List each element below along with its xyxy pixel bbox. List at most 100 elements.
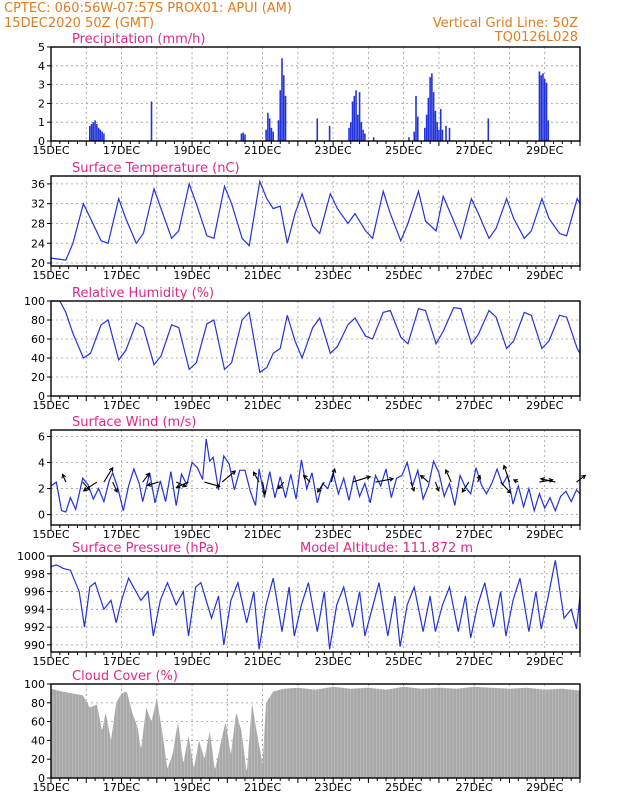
precip-bar	[277, 120, 280, 141]
rh-xtick-label: 27DEC	[456, 399, 493, 412]
precip-bar	[543, 78, 546, 141]
wind-arrow-shaft	[277, 481, 285, 490]
precip-bar	[316, 118, 319, 141]
precip-bar	[282, 75, 285, 141]
temp-series-line	[50, 179, 581, 261]
pres-note: Model Altitude: 111.872 m	[300, 541, 473, 556]
precip-bar	[268, 118, 271, 141]
temp-ytick-label: 20	[31, 257, 45, 270]
wind-xtick-label: 27DEC	[456, 528, 493, 541]
wind-arrow	[502, 464, 510, 483]
wind-ytick-label: 4	[38, 457, 45, 470]
wind-arrow-shaft	[410, 481, 415, 492]
precip-bar	[92, 122, 95, 141]
wind-arrow-shaft	[176, 481, 189, 489]
temp-ytick-label: 24	[31, 237, 45, 250]
wind-arrow	[317, 481, 325, 493]
wind-arrow-shaft	[103, 467, 114, 483]
temp-xtick-label: 21DEC	[244, 269, 281, 282]
temp-xtick-label: 19DEC	[174, 269, 211, 282]
temp-xtick-label: 25DEC	[385, 269, 422, 282]
wind-arrow	[434, 481, 440, 492]
precip-bar	[416, 116, 419, 141]
wind-arrow-shaft	[477, 475, 481, 483]
wind-arrow-head	[113, 487, 118, 494]
cloud-ytick-label: 40	[31, 734, 45, 747]
cloud-xtick-label: 23DEC	[315, 781, 352, 794]
wind-arrow-head	[317, 487, 322, 493]
pres-ytick-label: 992	[24, 621, 45, 634]
wind-ytick-label: 6	[38, 431, 45, 444]
pres-xtick-label: 27DEC	[456, 655, 493, 668]
cloud-ytick-label: 20	[31, 753, 45, 766]
wind-arrow-shaft	[112, 481, 118, 493]
wind-xtick-label: 17DEC	[103, 528, 140, 541]
precip-bar	[328, 125, 331, 141]
precip-bar	[425, 114, 428, 141]
wind-series-line	[50, 439, 581, 513]
wind-arrow-shaft	[540, 478, 556, 483]
wind-arrow-head	[231, 470, 237, 475]
wind-arrow-shaft	[82, 481, 90, 491]
wind-panel: 0 2 4 6 15DEC 17DEC 19DEC 21DEC 23DEC 25DEC 27DEC 2…	[32, 415, 587, 541]
wind-xtick-label: 25DEC	[385, 528, 422, 541]
wind-arrow	[410, 481, 416, 492]
cloud-xtick-label: 21DEC	[244, 781, 281, 794]
cloud-ytick-label: 80	[31, 697, 45, 710]
precip-bar	[438, 129, 440, 141]
precip-ytick-label: 4	[38, 60, 45, 73]
precip-bar	[372, 137, 375, 141]
precip-bar	[353, 95, 356, 141]
cloud-xtick-label: 27DEC	[456, 781, 493, 794]
temp-ytick-label: 36	[31, 178, 45, 191]
precip-xtick-label: 23DEC	[315, 144, 352, 157]
precip-bar	[545, 82, 548, 141]
precip-bar	[150, 101, 153, 141]
wind-arrow	[204, 481, 221, 488]
temp-xtick-label: 27DEC	[456, 269, 493, 282]
precip-xtick-label: 21DEC	[244, 144, 281, 157]
header-grid-line: Vertical Grid Line: 50Z	[433, 16, 578, 31]
header-station: CPTEC: 060:56W-07:57S PROX01: APUI (AM)	[4, 1, 292, 16]
wind-arrow	[330, 467, 337, 483]
pres-xtick-label: 29DEC	[526, 655, 563, 668]
wind-arrow-shaft	[317, 481, 325, 493]
wind-arrow-head	[146, 482, 152, 487]
precip-bar	[431, 73, 433, 141]
wind-arrow-head	[302, 474, 308, 480]
cloud-xtick-label: 17DEC	[103, 781, 140, 794]
temp-title: Surface Temperature (nC)	[72, 161, 240, 176]
temp-panel: 20 24 28 32 36 15DEC 17DEC 19DEC 21DEC 23DEC 25DEC…	[31, 161, 581, 282]
cloud-panel: 0 20 40 60 80 100 15DEC 17DEC 19DEC 21DEC 23DEC 25D…	[24, 669, 581, 794]
pres-ytick-label: 998	[24, 568, 45, 581]
wind-arrow-shaft	[62, 474, 67, 483]
precip-ytick-label: 5	[38, 41, 45, 54]
precip-bar	[538, 71, 541, 141]
wind-arrow	[221, 470, 237, 483]
precip-xtick-label: 29DEC	[526, 144, 563, 157]
wind-arrow-shaft	[503, 465, 510, 483]
wind-arrow-head	[506, 489, 512, 494]
wind-arrow-head	[502, 464, 508, 470]
wind-arrow-head	[61, 473, 66, 479]
pres-series-line	[50, 560, 581, 650]
precip-bar	[349, 122, 352, 141]
rh-xtick-label: 15DEC	[32, 399, 69, 412]
wind-arrow-head	[277, 484, 283, 490]
precip-bar	[96, 124, 98, 141]
precip-ytick-label: 3	[38, 79, 45, 92]
header-model: TQ0126L028	[494, 30, 578, 45]
temp-xtick-label: 23DEC	[315, 269, 352, 282]
wind-arrow-shaft	[445, 469, 452, 483]
pres-ytick-label: 1000	[17, 550, 45, 563]
pres-ytick-label: 996	[24, 586, 45, 599]
wind-arrow-shaft	[576, 475, 586, 483]
pres-ytick-label: 994	[24, 603, 45, 616]
wind-arrow	[461, 481, 470, 493]
cloud-ytick-label: 100	[24, 678, 45, 691]
wind-arrow	[146, 481, 159, 487]
precip-bar	[101, 131, 103, 141]
pres-title: Surface Pressure (hPa)	[72, 541, 219, 556]
precip-bar	[99, 129, 102, 141]
rh-ytick-label: 100	[24, 295, 45, 308]
